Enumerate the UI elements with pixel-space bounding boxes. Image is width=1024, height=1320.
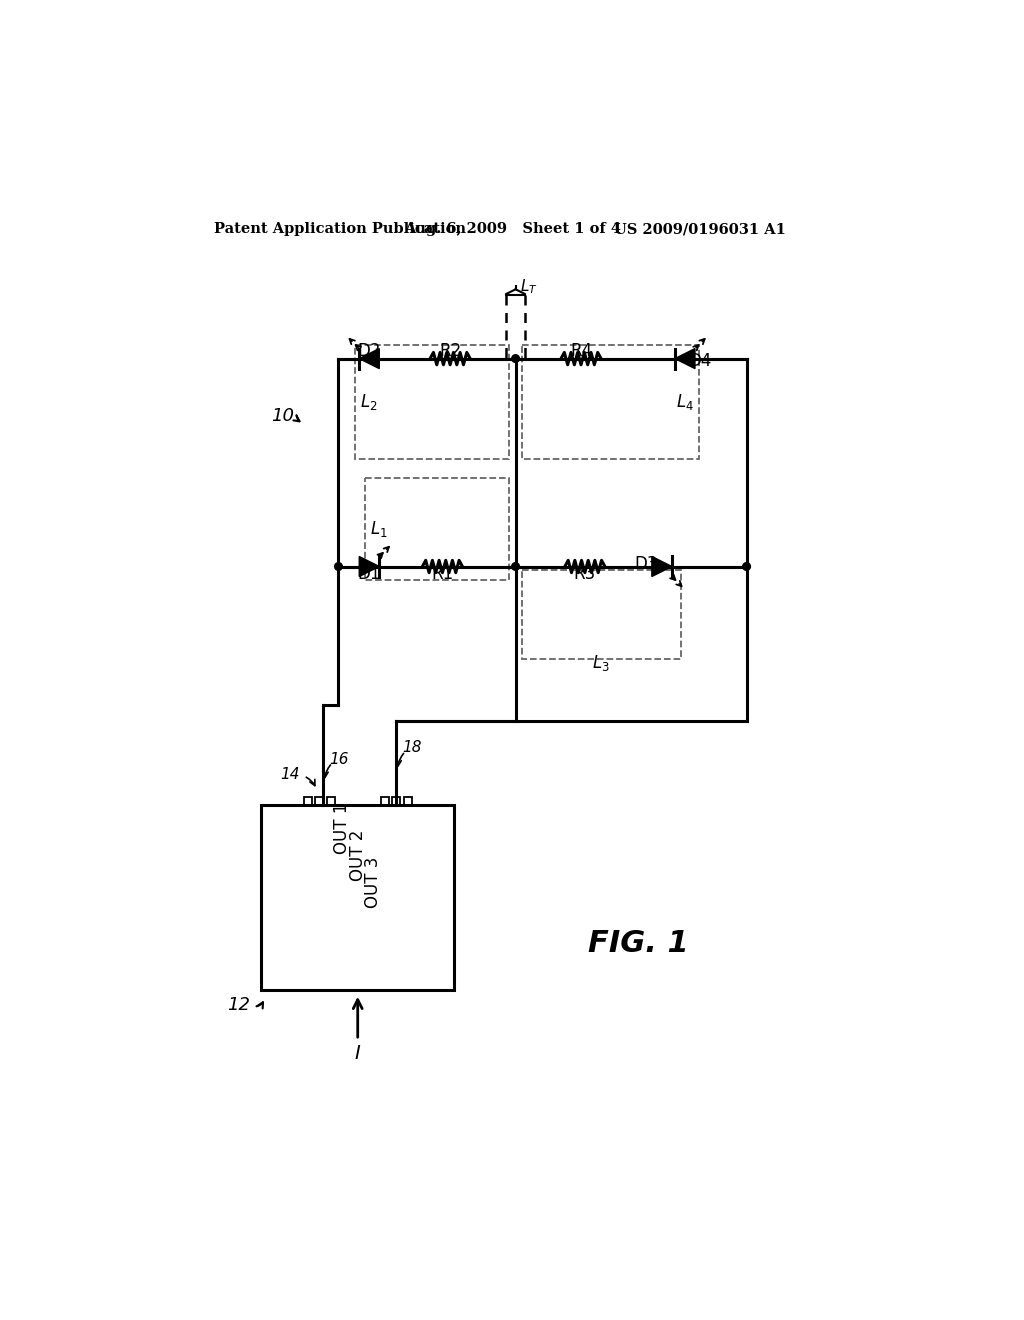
- Text: 14: 14: [281, 767, 300, 781]
- Polygon shape: [359, 557, 379, 577]
- Text: $L_4$: $L_4$: [676, 392, 694, 412]
- Text: R4: R4: [570, 342, 592, 359]
- Text: 12: 12: [227, 997, 250, 1014]
- Bar: [315, 797, 323, 807]
- Circle shape: [512, 562, 519, 570]
- Polygon shape: [675, 348, 695, 368]
- Text: $L_T$: $L_T$: [520, 277, 538, 296]
- Text: 18: 18: [402, 741, 422, 755]
- Bar: [381, 797, 388, 807]
- Text: D1: D1: [357, 565, 381, 583]
- Polygon shape: [652, 557, 672, 577]
- Text: 16: 16: [330, 751, 349, 767]
- Text: R3: R3: [573, 565, 596, 583]
- Text: $L_2$: $L_2$: [360, 392, 378, 412]
- Circle shape: [512, 355, 519, 363]
- Text: Patent Application Publication: Patent Application Publication: [214, 222, 466, 236]
- Circle shape: [742, 562, 751, 570]
- Text: $I$: $I$: [354, 1044, 361, 1063]
- Polygon shape: [359, 348, 379, 368]
- Text: OUT 2: OUT 2: [349, 829, 367, 880]
- Text: R2: R2: [439, 342, 461, 359]
- Text: $L_3$: $L_3$: [592, 653, 610, 673]
- Text: Aug. 6, 2009   Sheet 1 of 4: Aug. 6, 2009 Sheet 1 of 4: [403, 222, 621, 236]
- Text: OUT 1: OUT 1: [333, 803, 351, 854]
- Bar: [304, 797, 311, 807]
- Circle shape: [335, 562, 342, 570]
- Text: OUT 3: OUT 3: [365, 857, 382, 908]
- Text: D2: D2: [357, 342, 381, 359]
- Text: D3: D3: [635, 554, 658, 573]
- Text: D4: D4: [689, 352, 712, 371]
- Text: R1: R1: [431, 565, 454, 583]
- Bar: [327, 797, 335, 807]
- Bar: [403, 797, 412, 807]
- Text: FIG. 1: FIG. 1: [589, 929, 689, 958]
- Bar: [392, 797, 400, 807]
- Text: 10: 10: [270, 408, 294, 425]
- Text: US 2009/0196031 A1: US 2009/0196031 A1: [614, 222, 786, 236]
- Text: $L_1$: $L_1$: [370, 519, 388, 539]
